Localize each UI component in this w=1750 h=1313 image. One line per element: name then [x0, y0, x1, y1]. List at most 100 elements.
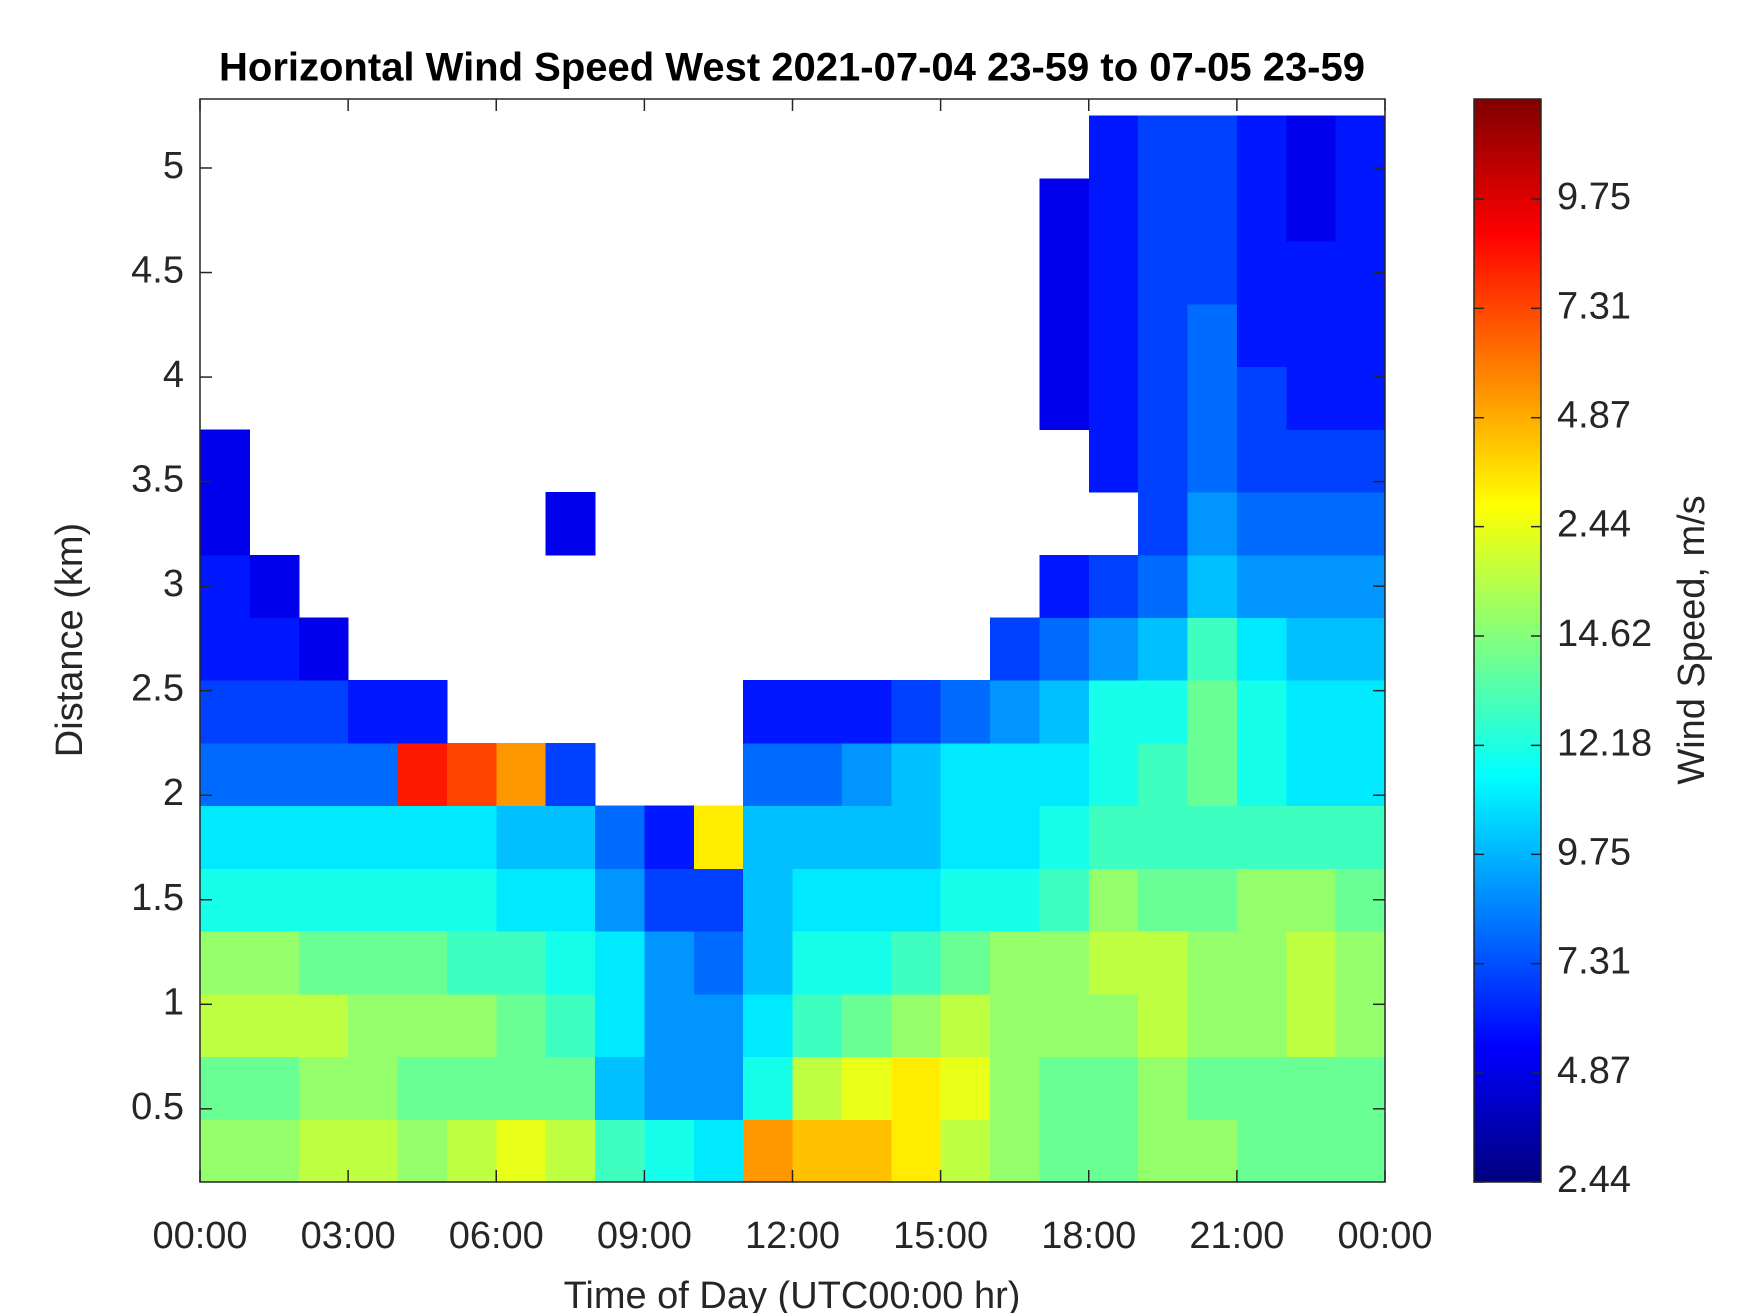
heatmap-cell [1187, 366, 1238, 430]
heatmap-cell [1039, 617, 1090, 681]
heatmap-cell [743, 993, 793, 1058]
heatmap-cell [1138, 993, 1188, 1058]
heatmap-cell [990, 868, 1040, 932]
heatmap-cell [743, 1056, 793, 1120]
heatmap-cell [1138, 1119, 1188, 1183]
heatmap-cell [1138, 492, 1188, 556]
heatmap-cell [1088, 868, 1139, 932]
heatmap-cell [595, 868, 645, 932]
heatmap-cell [990, 742, 1040, 807]
heatmap-cell [1138, 115, 1188, 179]
heatmap-cell [1236, 115, 1287, 179]
heatmap-cell [792, 1119, 843, 1183]
heatmap-cell [200, 805, 250, 869]
heatmap-cell [1335, 366, 1386, 430]
heatmap-cell [298, 680, 349, 744]
heatmap-cell [1138, 554, 1188, 619]
heatmap-cell [792, 805, 843, 869]
heatmap-cell [1236, 868, 1287, 932]
x-tick-label: 06:00 [449, 1215, 544, 1257]
heatmap-cell [1335, 805, 1386, 869]
heatmap-cell [1039, 366, 1090, 430]
heatmap-cell [644, 1056, 695, 1120]
heatmap-cell [743, 680, 793, 744]
heatmap-cell [1286, 931, 1337, 995]
heatmap-cell [1039, 993, 1090, 1058]
heatmap-cell [1088, 1056, 1139, 1120]
heatmap-cell [1138, 303, 1188, 368]
heatmap-cell [200, 1056, 250, 1120]
heatmap-cell [1039, 1119, 1090, 1183]
heatmap-cell [1138, 366, 1188, 430]
heatmap-cell [644, 993, 695, 1058]
heatmap-cell [1138, 868, 1188, 932]
heatmap-cell [644, 1119, 695, 1183]
heatmap-cell [249, 617, 300, 681]
heatmap-cell [1236, 805, 1287, 869]
heatmap-cell [1236, 366, 1287, 430]
heatmap-cell [1286, 742, 1337, 807]
heatmap-cell [1335, 178, 1386, 242]
heatmap-cell [545, 868, 596, 932]
heatmap-cell [792, 680, 843, 744]
heatmap-cell [397, 680, 448, 744]
heatmap-cell [200, 429, 250, 493]
heatmap-cell [1187, 1119, 1238, 1183]
heatmap-cell [792, 931, 843, 995]
heatmap-cell [1335, 680, 1386, 744]
heatmap-cell [743, 805, 793, 869]
heatmap-cell [1236, 429, 1287, 493]
heatmap-cell [397, 742, 448, 807]
heatmap-cell [1286, 303, 1337, 368]
colorbar-tick-label: 9.75 [1557, 176, 1631, 218]
heatmap-cell [595, 1119, 645, 1183]
heatmap-cell [496, 993, 547, 1058]
heatmap-cell [348, 805, 398, 869]
heatmap-cell [446, 1119, 497, 1183]
heatmap-cell [990, 931, 1040, 995]
heatmap-cell [595, 931, 645, 995]
heatmap-cell [990, 993, 1040, 1058]
heatmap-cell [249, 554, 300, 619]
heatmap-cell [1088, 993, 1139, 1058]
heatmap-cell [249, 931, 300, 995]
heatmap-cell [545, 993, 596, 1058]
heatmap-cell [1039, 868, 1090, 932]
heatmap-cell [1286, 554, 1337, 619]
colorbar-tick-label: 12.18 [1557, 722, 1652, 764]
y-tick-label: 1.5 [131, 877, 184, 919]
heatmap-cell [348, 742, 398, 807]
heatmap-cell [1088, 303, 1139, 368]
heatmap-cell [1335, 617, 1386, 681]
heatmap-cell [298, 993, 349, 1058]
heatmap-cell [1138, 680, 1188, 744]
heatmap-cell [1088, 617, 1139, 681]
heatmap-cell [1236, 742, 1287, 807]
heatmap-cell [1286, 617, 1337, 681]
x-tick-label: 03:00 [301, 1215, 396, 1257]
heatmap-cell [200, 993, 250, 1058]
y-tick-label: 2.5 [131, 668, 184, 710]
y-axis-label: Distance (km) [49, 523, 91, 757]
heatmap-cell [1187, 931, 1238, 995]
heatmap-cell [200, 931, 250, 995]
heatmap-cell [595, 805, 645, 869]
heatmap-cell [446, 868, 497, 932]
heatmap-cell [940, 1056, 991, 1120]
heatmap-cell [1335, 115, 1386, 179]
heatmap-cell [1286, 492, 1337, 556]
colorbar-tick-label: 4.87 [1557, 1050, 1631, 1092]
heatmap-cell [1335, 492, 1386, 556]
heatmap-cell [1236, 178, 1287, 242]
heatmap-cell [693, 805, 744, 869]
heatmap-cell [1236, 241, 1287, 305]
heatmap-cell [249, 993, 300, 1058]
heatmap-cell [1039, 1056, 1090, 1120]
heatmap-cell [891, 931, 942, 995]
heatmap-cell [348, 1119, 398, 1183]
x-tick-label: 15:00 [893, 1215, 988, 1257]
heatmap-cell [1187, 680, 1238, 744]
heatmap-cell [1187, 554, 1238, 619]
colorbar [1474, 99, 1541, 1182]
heatmap-cell [1039, 931, 1090, 995]
